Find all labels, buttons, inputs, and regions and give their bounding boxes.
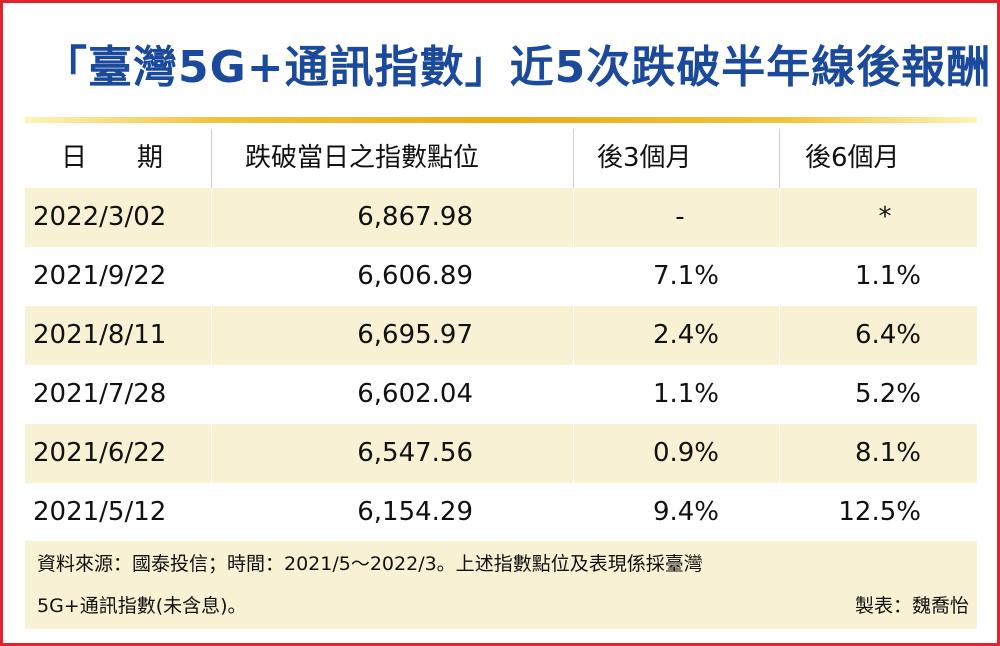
header-index: 跌破當日之指數點位 <box>245 143 480 173</box>
row-index: 6,547.56 <box>357 438 473 468</box>
row-date: 2021/9/22 <box>33 261 167 291</box>
row-index: 6,602.04 <box>357 379 473 409</box>
table-header-row: 日 期 跌破當日之指數點位 後3個月 後6個月 <box>25 129 977 188</box>
row-index: 6,606.89 <box>357 261 473 291</box>
row-date: 2021/7/28 <box>33 379 167 409</box>
row-date: 2021/8/11 <box>33 320 167 350</box>
row-6-month: 12.5% <box>838 497 921 527</box>
table-row: 2021/9/22 6,606.89 7.1% 1.1% <box>25 247 977 306</box>
table-row: 2022/3/02 6,867.98 - * <box>25 188 977 247</box>
source-note-line-1: 資料來源：國泰投信；時間：2021/5～2022/3。上述指數點位及表現係採臺灣 <box>37 553 703 575</box>
row-3-month: 0.9% <box>652 438 719 468</box>
column-divider <box>211 129 212 188</box>
header-3-month: 後3個月 <box>597 143 692 173</box>
column-divider <box>573 129 574 188</box>
row-6-month: 1.1% <box>854 261 921 291</box>
row-3-month: 9.4% <box>652 497 719 527</box>
table-row: 2021/8/11 6,695.97 2.4% 6.4% <box>25 306 977 365</box>
table-credit: 製表：魏喬怡 <box>854 595 969 617</box>
row-3-month: 7.1% <box>652 261 719 291</box>
row-6-month: 8.1% <box>854 438 921 468</box>
column-divider <box>779 188 780 542</box>
row-date: 2021/5/12 <box>33 497 167 527</box>
row-3-month: 1.1% <box>652 379 719 409</box>
row-index: 6,695.97 <box>357 320 473 350</box>
row-index: 6,867.98 <box>357 202 473 232</box>
table-row: 2021/5/12 6,154.29 9.4% 12.5% <box>25 483 977 542</box>
row-3-month: - <box>675 202 685 232</box>
header-date: 日 期 <box>61 143 176 173</box>
table-row: 2021/7/28 6,602.04 1.1% 5.2% <box>25 365 977 424</box>
row-3-month: 2.4% <box>652 320 719 350</box>
header-6-month: 後6個月 <box>805 143 900 173</box>
row-index: 6,154.29 <box>357 497 473 527</box>
title-underline <box>25 117 977 123</box>
row-date: 2022/3/02 <box>33 202 167 232</box>
table-row: 2021/6/22 6,547.56 0.9% 8.1% <box>25 424 977 483</box>
column-divider <box>779 129 780 188</box>
row-6-month: * <box>878 202 892 232</box>
source-note-line-2: 5G+通訊指數(未含息)。 <box>37 595 247 617</box>
row-6-month: 6.4% <box>854 320 921 350</box>
row-date: 2021/6/22 <box>33 438 167 468</box>
page-title: 「臺灣5G+通訊指數」近5次跌破半年線後報酬 <box>43 42 992 93</box>
source-note: 資料來源：國泰投信；時間：2021/5～2022/3。上述指數點位及表現係採臺灣… <box>25 541 977 629</box>
column-divider <box>211 188 212 542</box>
column-divider <box>573 188 574 542</box>
row-6-month: 5.2% <box>854 379 921 409</box>
